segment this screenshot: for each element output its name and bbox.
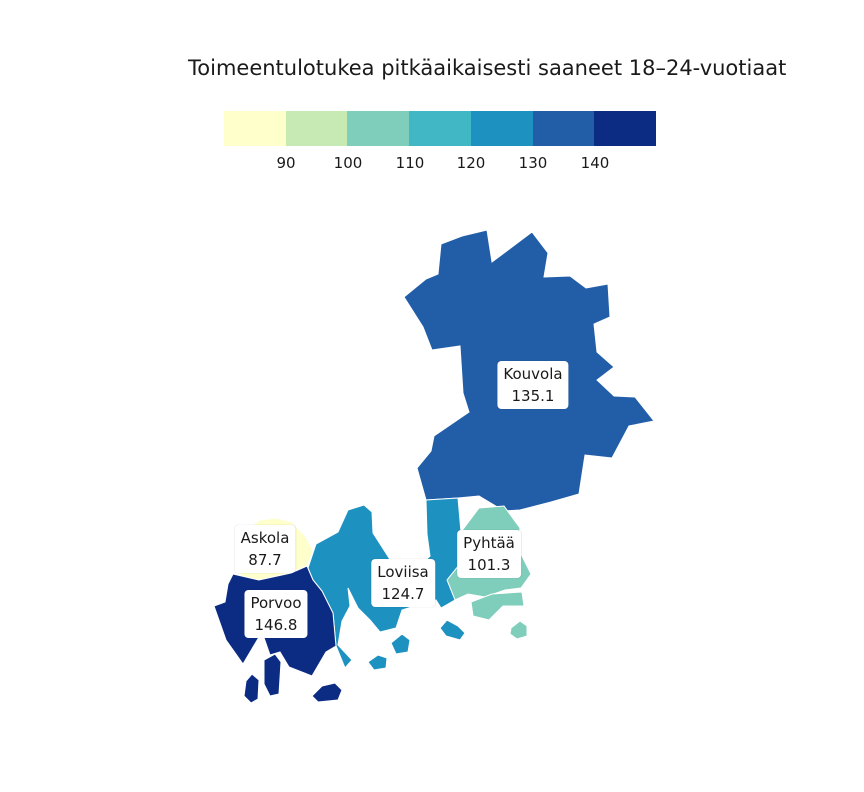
region-value: 135.1 [511, 387, 555, 405]
region-porvoo-island[interactable] [243, 673, 260, 704]
legend-swatch [594, 111, 657, 146]
region-value: 87.7 [248, 551, 282, 569]
region-name: Porvoo [250, 594, 302, 612]
region-value: 124.7 [381, 585, 425, 603]
region-name: Kouvola [503, 365, 563, 383]
legend-tick: 130 [518, 154, 548, 172]
region-name: Askola [240, 529, 290, 547]
legend-swatch [470, 111, 533, 146]
region-value: 101.3 [467, 556, 511, 574]
legend-swatch [409, 111, 471, 146]
region-label-pyhtaa: Pyhtää 101.3 [457, 530, 521, 578]
legend-tick: 110 [395, 154, 425, 172]
region-loviisa-island[interactable] [390, 633, 411, 655]
region-name: Pyhtää [463, 534, 515, 552]
legend-tick: 100 [333, 154, 363, 172]
region-label-porvoo: Porvoo 146.8 [244, 590, 308, 638]
legend-swatch [224, 111, 286, 146]
color-legend [224, 111, 657, 146]
region-porvoo-island[interactable] [311, 682, 343, 703]
region-name: Loviisa [377, 563, 429, 581]
region-label-askola: Askola 87.7 [234, 525, 296, 573]
legend-tick: 140 [580, 154, 610, 172]
legend-swatch [285, 111, 348, 146]
region-value: 146.8 [254, 616, 298, 634]
legend-swatch [347, 111, 410, 146]
region-porvoo-island[interactable] [263, 653, 282, 697]
region-pyhtaa-island[interactable] [509, 620, 528, 640]
region-label-loviisa: Loviisa 124.7 [371, 559, 435, 607]
legend-swatch [532, 111, 595, 146]
legend-tick: 120 [456, 154, 486, 172]
region-pyhtaa-island[interactable] [470, 591, 525, 621]
map-title: Toimeentulotukea pitkäaikaisesti saaneet… [188, 56, 787, 80]
region-loviisa-island[interactable] [439, 619, 466, 641]
legend-tick: 90 [276, 154, 296, 172]
region-loviisa-island[interactable] [367, 654, 388, 671]
region-label-kouvola: Kouvola 135.1 [497, 361, 569, 409]
